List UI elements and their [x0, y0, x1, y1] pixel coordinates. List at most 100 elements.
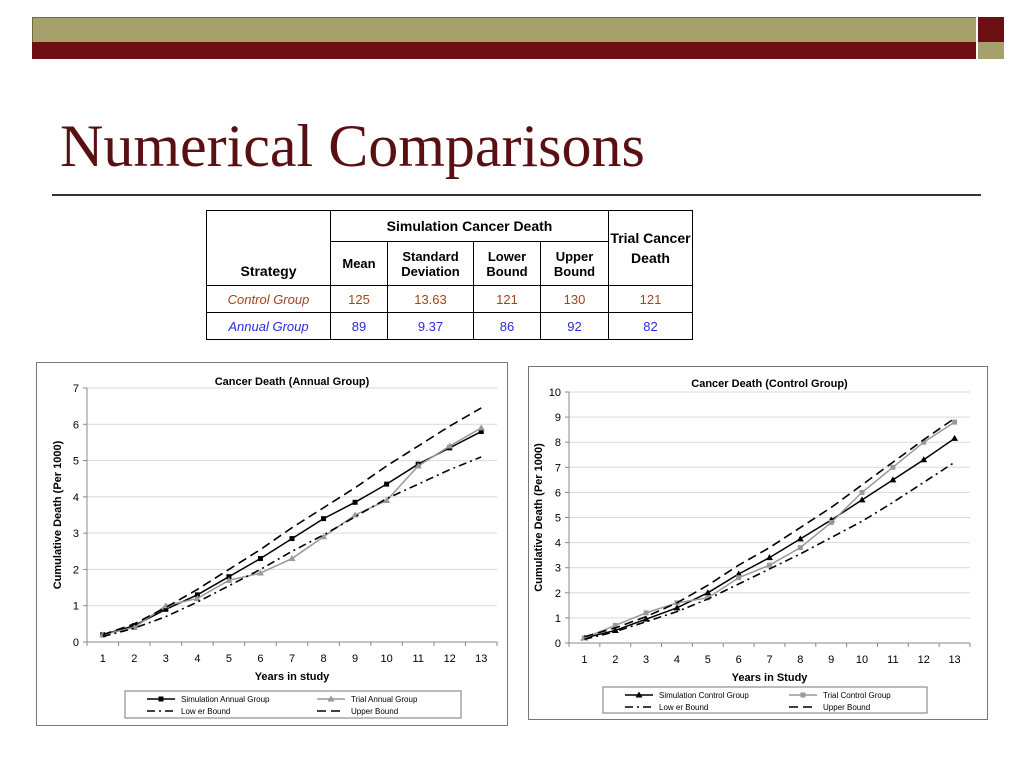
x-tick-label: 3 — [163, 653, 169, 665]
y-tick-label: 2 — [555, 588, 561, 600]
x-tick-label: 8 — [797, 654, 803, 666]
slide-title: Numerical Comparisons — [60, 113, 645, 179]
data-point — [858, 496, 866, 503]
data-point — [257, 556, 263, 562]
legend-label: Trial Control Group — [823, 691, 891, 700]
upper-cell: 92 — [540, 312, 609, 340]
legend-label: Trial Annual Group — [351, 695, 418, 704]
data-point — [736, 575, 742, 581]
series-line — [584, 461, 956, 641]
trial-cell: 121 — [608, 285, 693, 313]
data-point — [256, 569, 264, 576]
header-decor-square-light — [978, 42, 1004, 59]
data-point — [581, 635, 587, 641]
data-point — [890, 464, 896, 470]
sd-header: Standard Deviation — [387, 241, 474, 286]
title-divider — [52, 194, 981, 196]
upper-bound-header: Upper Bound — [540, 241, 609, 286]
chart-title: Cancer Death (Annual Group) — [215, 376, 370, 388]
legend-label: Simulation Control Group — [659, 691, 749, 700]
data-point — [766, 554, 773, 561]
legend-label: Low er Bound — [181, 707, 230, 716]
data-point — [704, 589, 712, 596]
x-tick-label: 9 — [352, 653, 358, 665]
y-axis-label: Cumulative Death (Per 1000) — [533, 443, 545, 592]
sd-cell: 13.63 — [387, 285, 474, 313]
legend-marker — [327, 695, 335, 702]
y-tick-label: 1 — [555, 613, 561, 625]
x-tick-label: 8 — [320, 653, 326, 665]
mean-cell: 125 — [330, 285, 388, 313]
strategy-cell: Control Group — [206, 285, 331, 313]
x-tick-label: 13 — [475, 653, 487, 665]
y-tick-label: 9 — [555, 412, 561, 424]
y-tick-label: 5 — [73, 456, 79, 468]
legend-label: Low er Bound — [659, 703, 708, 712]
x-axis-label: Years in Study — [732, 672, 809, 684]
table-row: Annual Group 89 9.37 86 92 82 — [206, 312, 693, 340]
data-point — [383, 496, 391, 503]
data-point — [797, 545, 803, 551]
data-point — [952, 419, 958, 425]
data-point — [352, 499, 358, 505]
series-line — [102, 456, 482, 638]
data-point — [193, 594, 201, 601]
data-point — [477, 424, 485, 431]
data-point — [194, 592, 200, 598]
y-tick-label: 4 — [73, 492, 79, 504]
y-tick-label: 4 — [555, 538, 561, 550]
x-tick-label: 2 — [131, 653, 137, 665]
x-tick-label: 1 — [100, 653, 106, 665]
table-row: Control Group 125 13.63 121 130 121 — [206, 285, 693, 313]
x-tick-label: 5 — [226, 653, 232, 665]
x-tick-label: 10 — [856, 654, 868, 666]
y-tick-label: 6 — [73, 419, 79, 431]
y-tick-label: 8 — [555, 437, 561, 449]
data-point — [796, 535, 804, 542]
x-tick-label: 3 — [643, 654, 649, 666]
y-tick-label: 1 — [73, 601, 79, 613]
x-tick-label: 12 — [918, 654, 930, 666]
x-tick-label: 1 — [581, 654, 587, 666]
y-tick-label: 3 — [555, 563, 561, 575]
x-tick-label: 7 — [289, 653, 295, 665]
data-point — [643, 610, 649, 616]
legend-marker — [158, 696, 164, 702]
data-point — [321, 516, 327, 522]
y-tick-label: 0 — [73, 637, 79, 649]
lower-cell: 121 — [473, 285, 541, 313]
lower-bound-header: Lower Bound — [473, 241, 541, 286]
lower-cell: 86 — [473, 312, 541, 340]
y-tick-label: 2 — [73, 564, 79, 576]
data-point — [921, 439, 927, 445]
series-line — [584, 437, 956, 639]
data-point — [612, 622, 618, 628]
series-line — [584, 421, 955, 639]
strategy-cell: Annual Group — [206, 312, 331, 340]
x-axis-label: Years in study — [255, 671, 330, 683]
x-tick-label: 4 — [674, 654, 680, 666]
data-point — [288, 555, 296, 562]
y-tick-label: 5 — [555, 513, 561, 525]
x-tick-label: 12 — [444, 653, 456, 665]
series-line — [102, 407, 482, 636]
y-tick-label: 6 — [555, 487, 561, 499]
data-point — [951, 434, 959, 441]
control-chart: Cancer Death (Control Group)012345678910… — [533, 378, 971, 714]
data-point — [889, 476, 897, 483]
data-point — [163, 606, 169, 612]
sd-cell: 9.37 — [387, 312, 474, 340]
x-tick-label: 5 — [705, 654, 711, 666]
simulation-group-header: Simulation Cancer Death — [330, 210, 609, 242]
x-tick-label: 11 — [412, 653, 423, 665]
series-line — [102, 427, 482, 636]
data-point — [414, 462, 422, 469]
data-point — [828, 520, 834, 526]
x-tick-label: 2 — [612, 654, 618, 666]
x-tick-label: 7 — [766, 654, 772, 666]
data-point — [642, 615, 650, 622]
data-point — [673, 604, 681, 611]
data-point — [446, 442, 454, 449]
x-tick-label: 10 — [380, 653, 392, 665]
